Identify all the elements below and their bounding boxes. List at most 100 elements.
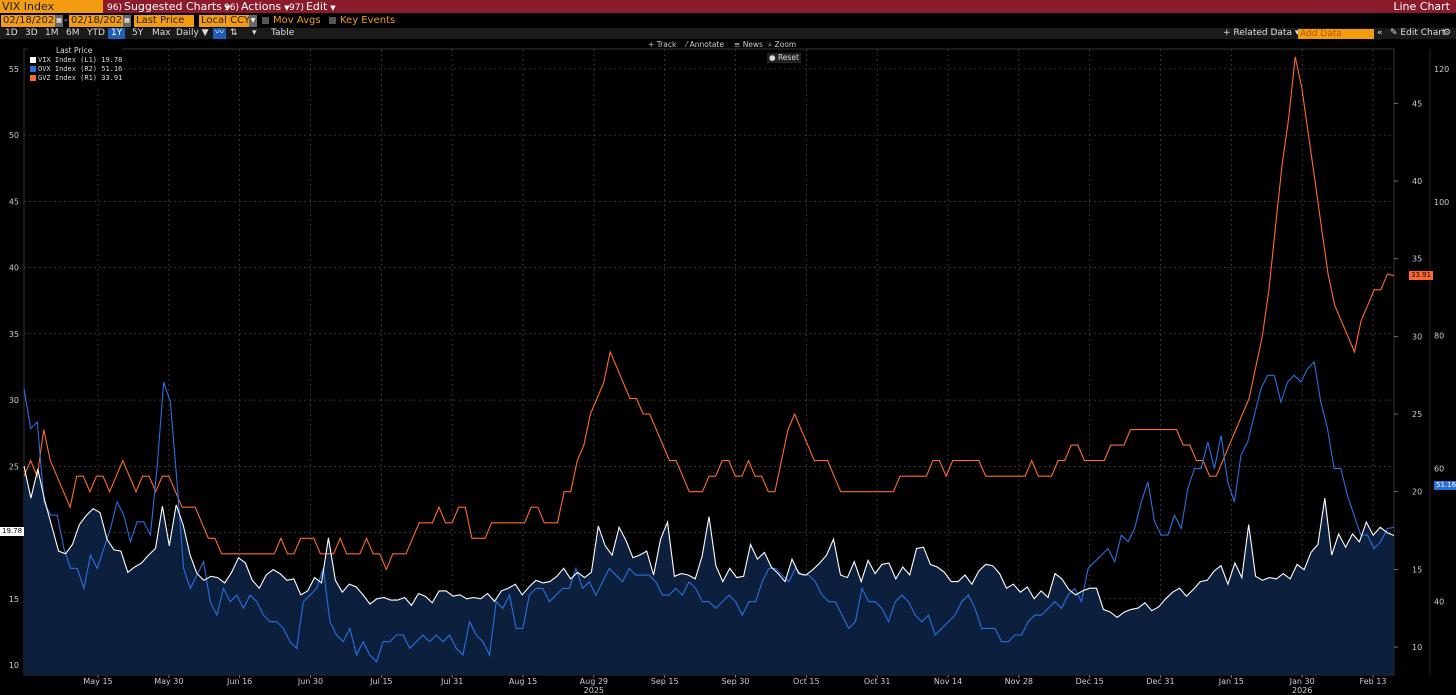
reset-button[interactable]: ● Reset [767, 53, 801, 63]
news-button[interactable]: ≡ News [734, 40, 763, 49]
right2-tick-label: 40 [1434, 598, 1444, 607]
frequency-select[interactable]: Daily ▼ [176, 28, 209, 39]
legend-swatch [30, 66, 36, 72]
plus-icon: + [1223, 28, 1231, 38]
mov-avgs-checkbox[interactable] [262, 17, 269, 24]
menu-label: Actions [240, 0, 282, 13]
right2-tick-label: 60 [1434, 465, 1444, 474]
news-label: News [742, 40, 763, 49]
zoom-button[interactable]: ⌕ Zoom [768, 40, 796, 50]
frequency-value: Daily [176, 28, 199, 38]
left-tick-label: 55 [9, 65, 19, 74]
legend: Last Price VIX Index (L1) 19.78 OVX Inde… [28, 44, 122, 86]
title-bar: VIX Index 96) Suggested Charts ▼ 96) Action… [0, 0, 1456, 13]
year-label: 2026 [1292, 686, 1312, 695]
key-events-label: Key Events [340, 15, 396, 26]
reset-label: Reset [777, 53, 799, 62]
line-chart-icon[interactable]: 〰 [213, 28, 227, 39]
start-date-field[interactable]: 02/18/2025 ▦ [1, 15, 63, 27]
legend-row-vix: VIX Index (L1) 19.78 [30, 56, 122, 64]
x-tick-label: Nov 14 [934, 677, 962, 686]
period-ytd[interactable]: YTD [87, 28, 105, 38]
left-tick-label: 10 [9, 661, 19, 670]
end-date-value: 02/18/2026 [71, 15, 129, 26]
legend-name: VIX Index [38, 56, 76, 64]
sort-icon[interactable]: ⇅ [230, 28, 238, 38]
menu-number: 96) [107, 3, 122, 13]
related-data-button[interactable]: + Related Data ▾ [1223, 28, 1299, 39]
key-events-checkbox[interactable] [329, 17, 336, 24]
x-tick-label: Sep 30 [722, 677, 750, 686]
actions-menu[interactable]: 96) Actions ▼ [224, 0, 290, 13]
magnifier-icon: ⌕ [768, 40, 773, 49]
x-tick-label: Dec 31 [1146, 677, 1174, 686]
legend-row-gvz: GVZ Index (R1) 33.91 [30, 74, 122, 82]
chevron-down-icon[interactable]: ▾ [252, 28, 257, 38]
x-tick-label: May 30 [154, 677, 183, 686]
mov-avgs-label: Mov Avgs [273, 15, 321, 26]
calendar-icon[interactable]: ▦ [55, 15, 63, 27]
toolbar-row: 1D 3D 1M 6M YTD 1Y 5Y Max Daily ▼ 〰 ⇅ ▾ … [0, 28, 1456, 39]
legend-axis: (R1) [80, 74, 98, 82]
edit-chart-button[interactable]: ✎ Edit Chart [1390, 28, 1445, 39]
zoom-label: Zoom [774, 40, 797, 49]
gear-icon[interactable]: ⚙ [1443, 28, 1452, 38]
caret-down-icon: ▾ [1295, 28, 1300, 38]
x-tick-label: Oct 15 [793, 677, 820, 686]
table-button[interactable]: Table [271, 28, 295, 38]
right1-tick-label: 20 [1412, 488, 1422, 497]
right1-tick-label: 15 [1412, 565, 1422, 574]
period-6m[interactable]: 6M [66, 28, 80, 38]
currency-select[interactable]: Local CCY ▼ [199, 15, 257, 27]
right1-tick-label: 40 [1412, 177, 1422, 186]
annotate-button[interactable]: ⁄ Annotate [686, 40, 724, 49]
left-tick-label: 40 [9, 264, 19, 273]
left-tick-label: 30 [9, 396, 19, 405]
start-date-value: 02/18/2025 [3, 15, 61, 26]
right1-tick-label: 35 [1412, 255, 1422, 264]
caret-down-icon: ▼ [284, 4, 290, 12]
price-field-select[interactable]: Last Price [134, 15, 194, 27]
related-data-label: Related Data [1233, 28, 1292, 38]
caret-down-icon: ▼ [330, 4, 336, 12]
legend-swatch [30, 75, 36, 81]
x-tick-label: Jun 30 [297, 677, 323, 686]
period-1m[interactable]: 1M [45, 28, 59, 38]
period-5y[interactable]: 5Y [132, 28, 144, 38]
track-label: Track [656, 40, 677, 49]
suggested-charts-menu[interactable]: 96) Suggested Charts ▼ [107, 0, 230, 13]
period-1d[interactable]: 1D [5, 28, 18, 38]
chevron-down-icon[interactable]: ▼ [249, 15, 257, 27]
add-data-input[interactable]: Add Data [1298, 29, 1374, 39]
pencil-icon: ⁄ [686, 40, 688, 49]
x-tick-label: Jan 30 [1289, 677, 1315, 686]
caret-down-icon: ▼ [224, 4, 231, 12]
period-1y[interactable]: 1Y [108, 28, 126, 39]
menu-number: 97) [289, 3, 304, 13]
left-tick-label: 45 [9, 197, 19, 206]
options-row: 02/18/2025 ▦ - 02/18/2026 ▦ Last Price Loc… [0, 14, 1456, 28]
collapse-icon[interactable]: « [1377, 28, 1383, 38]
x-tick-label: Aug 29 [580, 677, 608, 686]
series-line-gvz [23, 56, 1395, 571]
right2-tick-label: 100 [1434, 198, 1449, 207]
ticker-field[interactable]: VIX Index [0, 0, 103, 13]
line-chart[interactable]: 1015202530354045505510152025303540454060… [0, 39, 1456, 695]
gvz-last-value-label: 33.91 [1409, 271, 1434, 280]
currency-value: Local CCY [201, 15, 250, 26]
right1-tick-label: 45 [1412, 99, 1422, 108]
pencil-icon: ✎ [1390, 28, 1398, 38]
menu-number: 96) [224, 3, 239, 13]
x-tick-label: Jun 16 [226, 677, 252, 686]
x-tick-label: Dec 15 [1076, 677, 1104, 686]
news-icon: ≡ [734, 40, 741, 49]
period-max[interactable]: Max [152, 28, 171, 38]
period-3d[interactable]: 3D [25, 28, 38, 38]
legend-row-ovx: OVX Index (R2) 51.16 [30, 65, 122, 73]
edit-menu[interactable]: 97) Edit ▼ [289, 0, 336, 13]
x-tick-label: Nov 28 [1005, 677, 1033, 686]
end-date-field[interactable]: 02/18/2026 ▦ [69, 15, 131, 27]
track-button[interactable]: + Track [648, 40, 676, 49]
calendar-icon[interactable]: ▦ [123, 15, 131, 27]
x-tick-label: May 15 [83, 677, 112, 686]
